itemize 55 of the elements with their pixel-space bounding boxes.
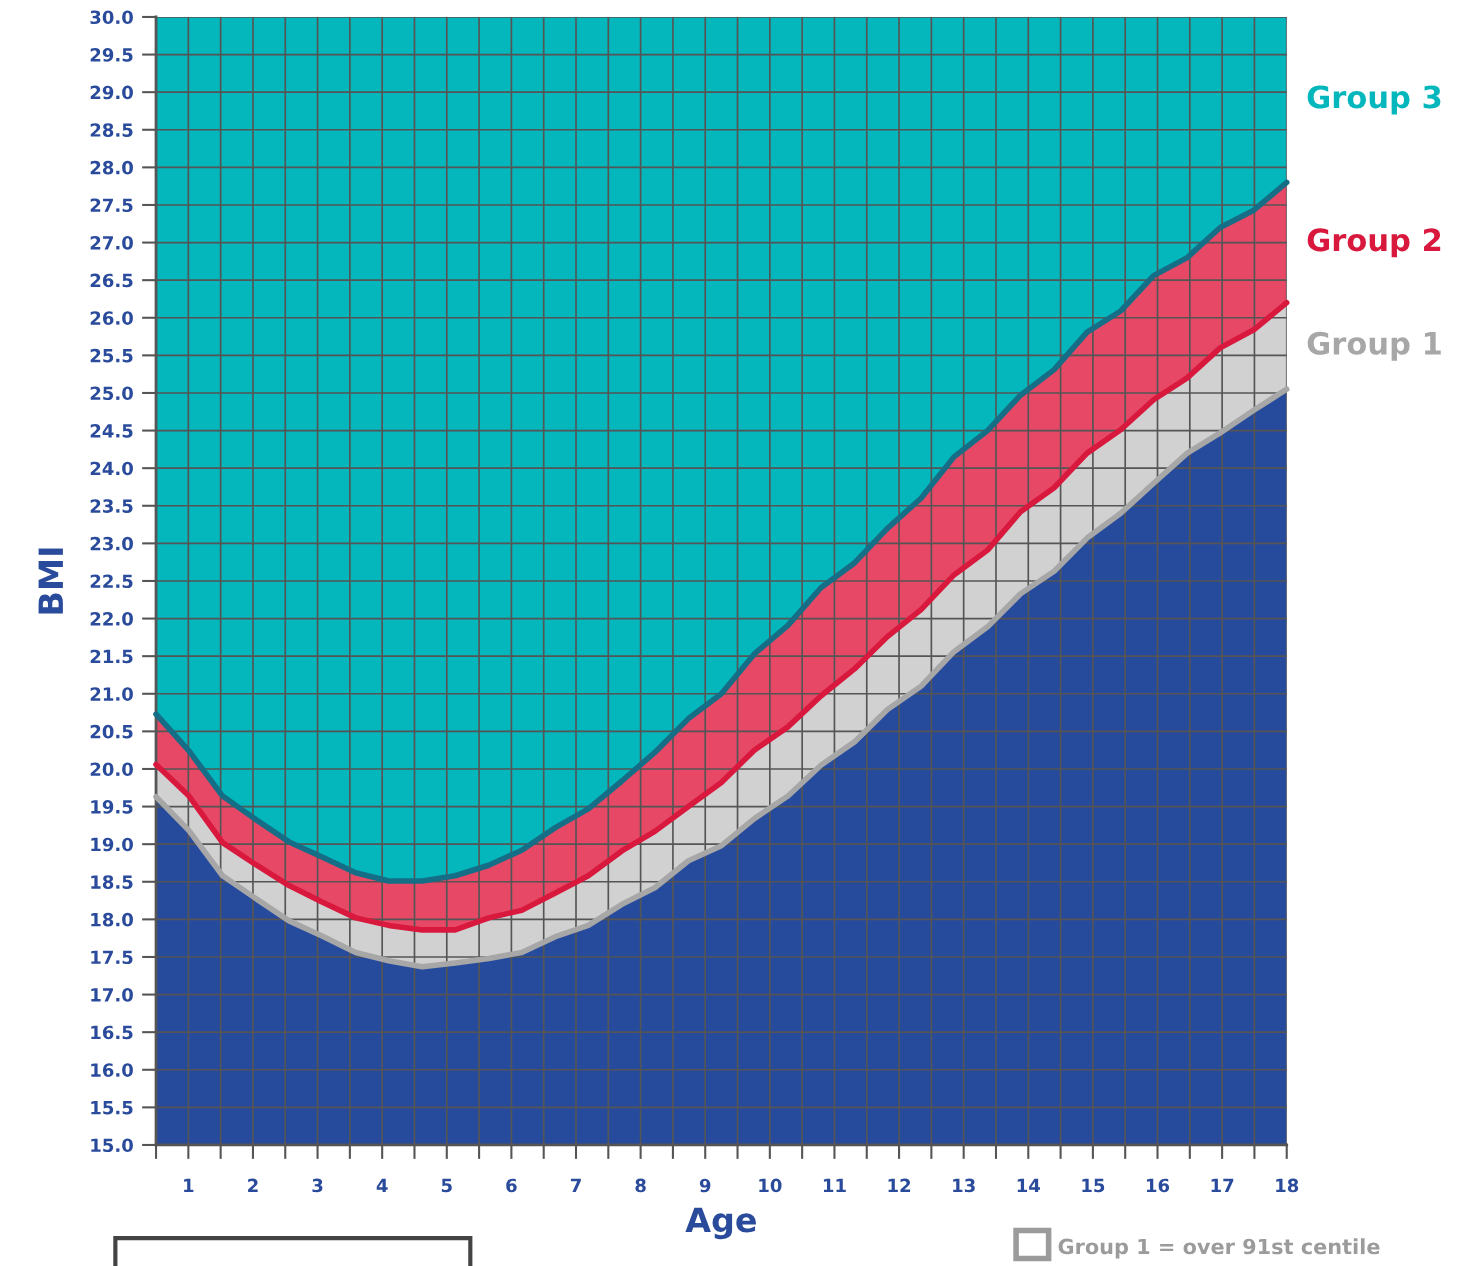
y-tick-label: 17.5 bbox=[91, 950, 133, 965]
x-tick-label: 5 bbox=[441, 1178, 452, 1193]
y-tick-label: 27.5 bbox=[90, 198, 133, 213]
y-tick-label: 22.0 bbox=[90, 612, 133, 626]
x-tick-label: 2 bbox=[248, 1178, 258, 1193]
x-axis-title: Age bbox=[685, 1207, 756, 1240]
y-tick-label: 19.0 bbox=[91, 837, 133, 852]
x-tick-label: 11 bbox=[823, 1178, 846, 1193]
y-tick-label: 23.5 bbox=[90, 499, 133, 513]
y-tick-label: 17.0 bbox=[91, 988, 133, 1002]
y-tick-label: 22.5 bbox=[90, 574, 133, 589]
x-tick-label: 6 bbox=[506, 1178, 517, 1193]
x-tick-label: 17 bbox=[1211, 1178, 1234, 1193]
x-tick-label: 8 bbox=[635, 1178, 646, 1193]
x-tick-label: 4 bbox=[376, 1178, 388, 1193]
y-tick-label: 29.5 bbox=[90, 48, 133, 62]
y-tick-label: 20.5 bbox=[90, 724, 133, 739]
x-tick-label: 18 bbox=[1276, 1178, 1299, 1193]
y-tick-label: 25.0 bbox=[90, 386, 133, 401]
y-tick-label: 18.0 bbox=[91, 912, 133, 927]
y-tick-label: 28.5 bbox=[90, 123, 133, 137]
y-tick-label: 20.0 bbox=[90, 762, 133, 777]
x-tick-label: 12 bbox=[888, 1178, 911, 1193]
series-label: Group 1 bbox=[1307, 331, 1441, 361]
y-tick-label: 26.0 bbox=[90, 311, 133, 325]
y-tick-label: 23.0 bbox=[90, 536, 133, 551]
x-tick-label: 14 bbox=[1017, 1178, 1041, 1193]
y-tick-label: 18.5 bbox=[91, 875, 133, 889]
y-tick-label: 21.0 bbox=[90, 687, 133, 701]
x-tick-label: 3 bbox=[312, 1178, 323, 1193]
y-tick-label: 16.5 bbox=[91, 1025, 133, 1040]
x-tick-label: 10 bbox=[759, 1178, 782, 1193]
y-tick-label: 24.0 bbox=[90, 461, 133, 476]
y-tick-label: 28.0 bbox=[90, 160, 133, 175]
x-tick-label: 7 bbox=[570, 1178, 581, 1193]
y-tick-label: 21.5 bbox=[90, 649, 133, 664]
y-tick-label: 19.5 bbox=[91, 800, 133, 814]
series-label: Group 2 bbox=[1307, 228, 1441, 258]
text: Group 1 = over 91st centile bbox=[1058, 1238, 1380, 1259]
y-tick-label: 30.0 bbox=[90, 10, 133, 25]
x-tick-label: 15 bbox=[1082, 1178, 1105, 1193]
x-tick-label: 1 bbox=[184, 1178, 194, 1193]
y-tick-label: 16.0 bbox=[91, 1063, 133, 1077]
series-label: Group 3 bbox=[1307, 85, 1441, 115]
y-tick-label: 29.0 bbox=[90, 85, 133, 100]
x-tick-label: 9 bbox=[699, 1178, 711, 1193]
y-axis-title: BMI bbox=[38, 548, 63, 614]
y-tick-label: 15.5 bbox=[91, 1101, 133, 1115]
y-tick-label: 15.0 bbox=[91, 1138, 133, 1153]
y-tick-label: 27.0 bbox=[90, 236, 133, 250]
y-tick-label: 24.5 bbox=[90, 424, 133, 438]
x-tick-label: 16 bbox=[1146, 1178, 1170, 1193]
y-tick-label: 26.5 bbox=[90, 273, 133, 288]
y-tick-label: 25.5 bbox=[90, 348, 133, 363]
x-tick-label: 13 bbox=[953, 1178, 975, 1193]
